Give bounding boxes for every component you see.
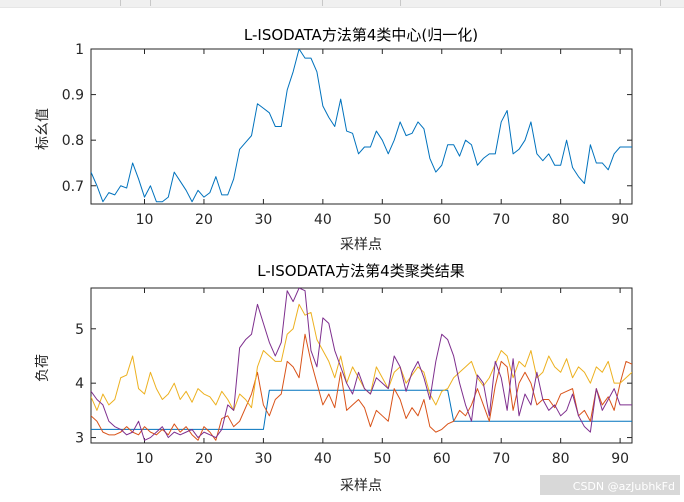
cluster-chart-ticks: 10 20 30 40 50 60 70 80 90 3 4 5	[75, 288, 632, 467]
strip-divider	[400, 0, 401, 6]
x-tick-label: 60	[433, 451, 451, 467]
cluster-chart: 10 20 30 40 50 60 70 80 90 3 4 5 L-ISODATA方法第4类聚类结果…	[35, 262, 633, 494]
cluster4-center-line	[91, 49, 632, 203]
series-orange-line	[91, 333, 632, 441]
cluster-chart-frame	[90, 287, 633, 444]
x-tick-label: 90	[611, 212, 629, 228]
y-tick-label: 1	[75, 42, 84, 58]
watermark: CSDN @azJubhkFd	[540, 475, 680, 495]
cluster-chart-xlabel: 采样点	[340, 478, 382, 494]
x-tick-label: 30	[254, 451, 272, 467]
x-tick-label: 10	[136, 451, 154, 467]
window-top-strip	[0, 0, 684, 8]
y-tick-label: 4	[75, 376, 84, 392]
strip-divider	[660, 0, 661, 6]
x-tick-label: 70	[492, 212, 510, 228]
series-yellow-line	[91, 303, 632, 411]
x-tick-label: 50	[373, 212, 391, 228]
x-tick-label: 80	[552, 451, 570, 467]
x-tick-label: 90	[611, 451, 629, 467]
y-tick-label: 0.8	[62, 133, 84, 149]
cluster-chart-lines	[91, 288, 632, 441]
series-blue-line	[91, 389, 632, 430]
strip-divider	[322, 0, 323, 6]
x-tick-label: 20	[195, 451, 213, 467]
y-tick-label: 3	[75, 431, 84, 447]
y-tick-label: 0.9	[62, 88, 84, 104]
series-purple-line	[91, 288, 632, 441]
watermark-bg	[540, 475, 680, 495]
center-chart-ticks: 10 20 30 40 50 60 70 80 90 0.7 0.8 0.9 1	[62, 42, 632, 228]
watermark-text: CSDN @azJubhkFd	[573, 480, 675, 493]
x-tick-label: 60	[433, 212, 451, 228]
x-tick-label: 10	[136, 212, 154, 228]
center-chart: 10 20 30 40 50 60 70 80 90 0.7 0.8 0.9 1 L-ISODATA方法…	[35, 26, 633, 253]
center-chart-lines	[91, 49, 632, 203]
strip-divider	[120, 0, 121, 6]
x-tick-label: 30	[254, 212, 272, 228]
y-tick-label: 0.7	[62, 179, 84, 195]
strip-divider	[150, 0, 151, 6]
y-tick-label: 5	[75, 322, 84, 338]
cluster-chart-title: L-ISODATA方法第4类聚类结果	[257, 262, 464, 280]
x-tick-label: 70	[492, 451, 510, 467]
center-chart-title: L-ISODATA方法第4类中心(归一化)	[244, 26, 478, 44]
x-tick-label: 80	[552, 212, 570, 228]
center-chart-frame	[90, 48, 633, 205]
x-tick-label: 20	[195, 212, 213, 228]
center-chart-ylabel: 标幺值	[35, 108, 51, 150]
center-chart-xlabel: 采样点	[340, 237, 382, 253]
x-tick-label: 40	[314, 212, 332, 228]
cluster-chart-ylabel: 负荷	[35, 354, 51, 382]
x-tick-label: 50	[373, 451, 391, 467]
x-tick-label: 40	[314, 451, 332, 467]
